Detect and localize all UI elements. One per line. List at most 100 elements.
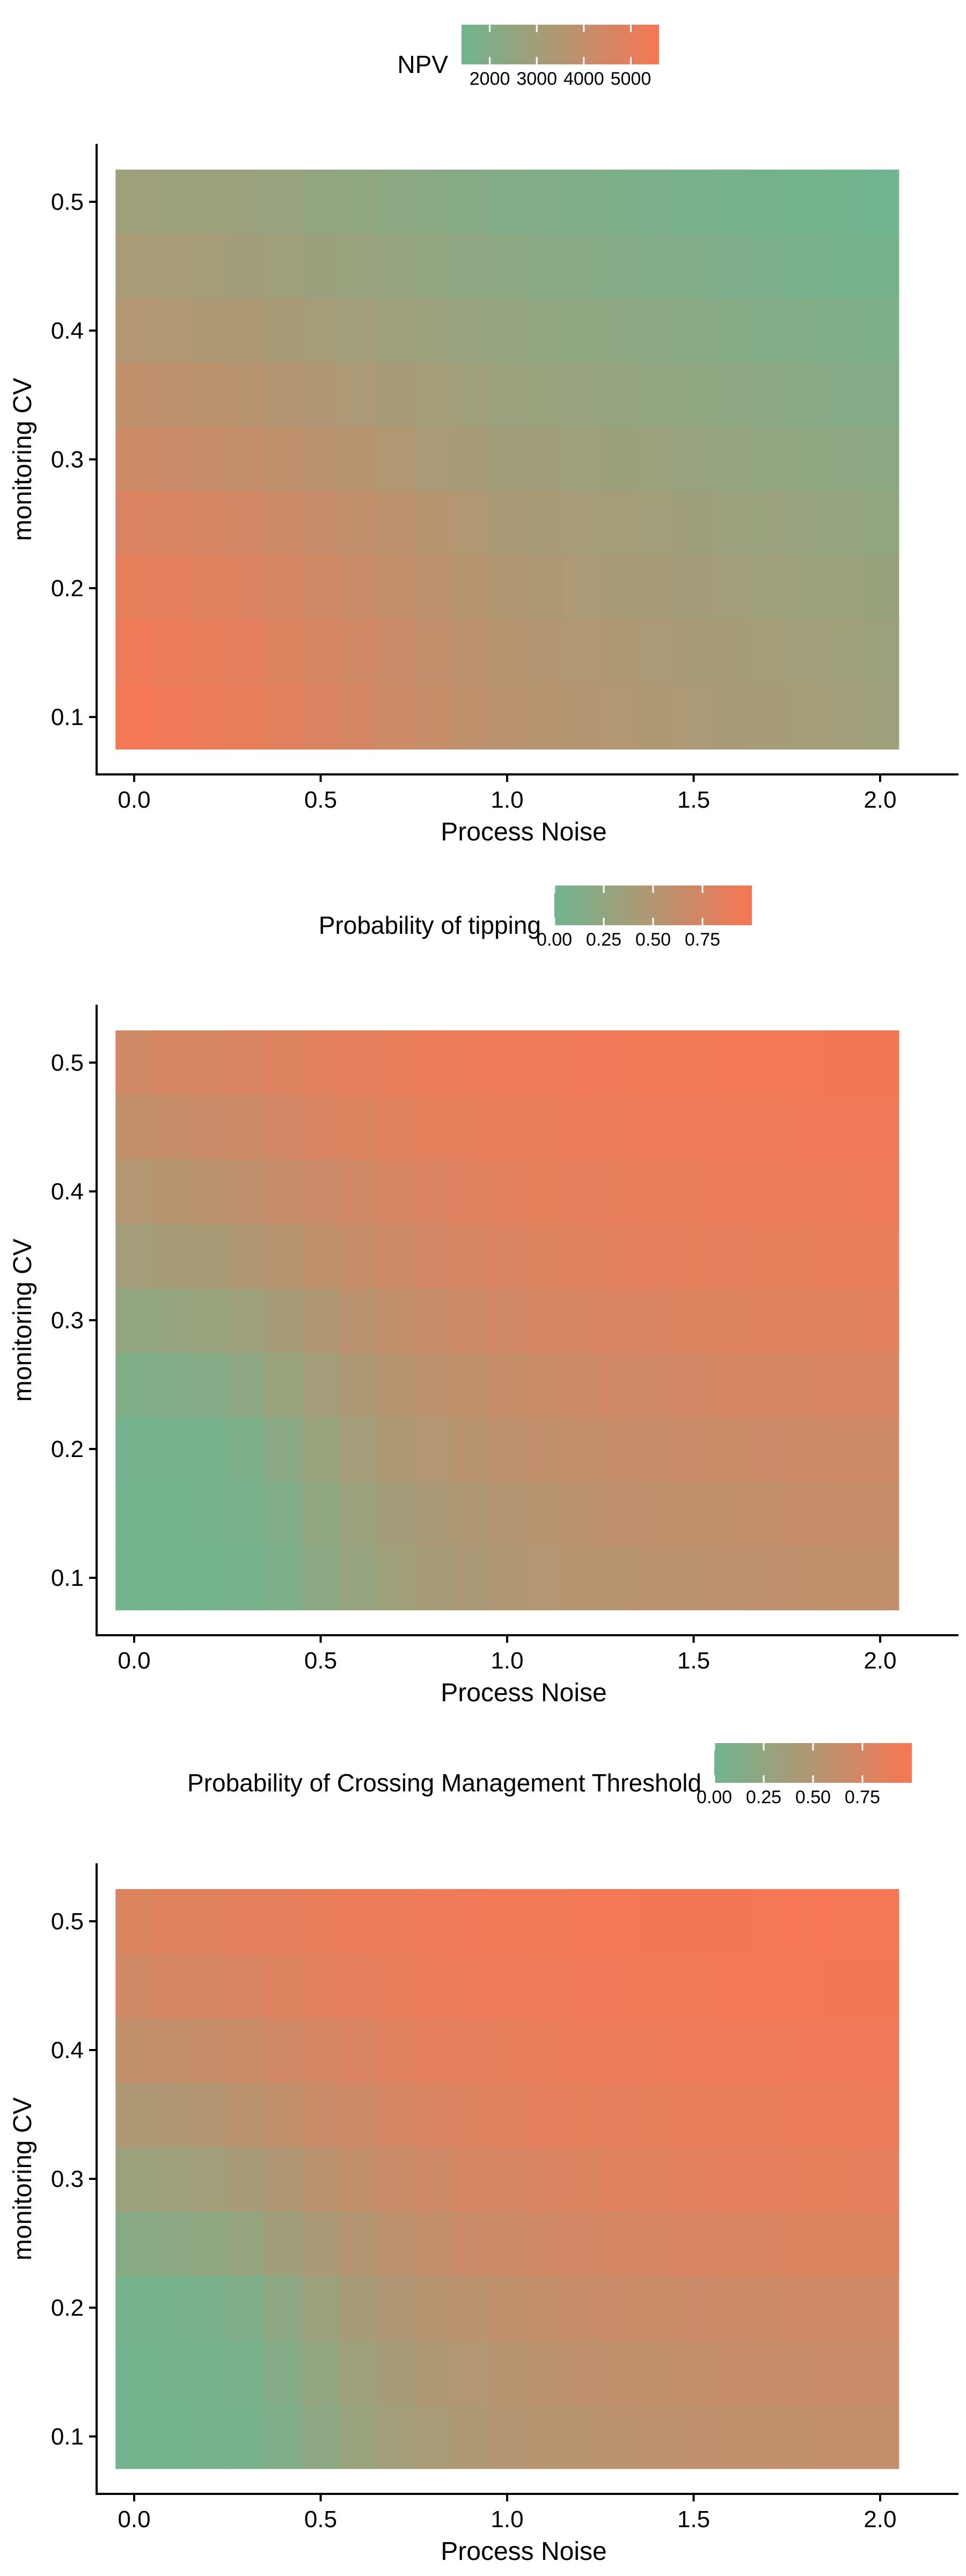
npv-cell <box>563 685 601 750</box>
tipping-cell <box>712 1224 750 1289</box>
tipping-cell <box>824 1417 862 1482</box>
npv-cell <box>376 170 414 235</box>
npv-cell <box>339 492 377 557</box>
tipping-y-tick-label: 0.3 <box>51 1307 84 1334</box>
threshold-cell <box>227 2211 265 2276</box>
tipping-cell <box>675 1288 713 1353</box>
tipping-cell <box>600 1288 638 1353</box>
threshold-cell <box>339 2082 377 2147</box>
threshold-cell <box>451 1889 489 1954</box>
npv-cell <box>675 298 713 363</box>
tipping-x-axis-title: Process Noise <box>441 1679 606 1707</box>
threshold-cell <box>414 2340 452 2405</box>
threshold-cell <box>152 2275 191 2340</box>
npv-cell <box>451 556 489 621</box>
threshold-cell <box>451 2018 489 2083</box>
threshold-cell <box>488 1953 526 2018</box>
threshold-cell <box>414 2018 452 2083</box>
threshold-cell <box>265 2340 303 2405</box>
threshold-cell <box>451 2082 489 2147</box>
tipping-cell <box>190 1288 228 1353</box>
threshold-cell <box>675 2211 713 2276</box>
npv-cell <box>488 234 526 299</box>
threshold-cell <box>675 1953 713 2018</box>
npv-cell <box>749 298 787 363</box>
tipping-cell <box>824 1224 862 1289</box>
threshold-cell <box>265 2275 303 2340</box>
npv-cell <box>600 492 638 557</box>
tipping-cell <box>675 1159 713 1224</box>
threshold-cell <box>712 2018 750 2083</box>
tipping-cell <box>675 1030 713 1095</box>
tipping-axes <box>96 1005 958 1636</box>
npv-cell <box>488 363 526 428</box>
npv-cell <box>563 556 601 621</box>
threshold-cell <box>414 2082 452 2147</box>
threshold-cell <box>638 1889 676 1954</box>
tipping-x-tick-label: 0.5 <box>304 1648 337 1674</box>
npv-cell <box>824 427 862 492</box>
threshold-cell <box>152 2082 191 2147</box>
tipping-cell <box>861 1159 899 1224</box>
threshold-cell <box>638 2340 676 2405</box>
npv-cell <box>414 234 452 299</box>
tipping-cell <box>563 1481 601 1546</box>
threshold-cell <box>824 2147 862 2212</box>
npv-cell <box>600 556 638 621</box>
npv-cell <box>227 427 265 492</box>
threshold-cell <box>115 2082 153 2147</box>
npv-cell <box>861 427 899 492</box>
npv-cell <box>190 427 228 492</box>
npv-cell <box>861 298 899 363</box>
tipping-colorbar-tick-label: 0.50 <box>635 930 671 950</box>
threshold-cell <box>190 2404 228 2469</box>
tipping-cell <box>638 1546 676 1611</box>
npv-cell <box>376 685 414 750</box>
npv-cell <box>787 170 825 235</box>
npv-cell <box>265 427 303 492</box>
npv-cell <box>749 363 787 428</box>
npv-cell <box>227 234 265 299</box>
npv-cell <box>861 170 899 235</box>
threshold-cell <box>152 2147 191 2212</box>
tipping-cell <box>339 1352 377 1417</box>
threshold-cell <box>152 1889 191 1954</box>
npv-cell <box>302 170 340 235</box>
threshold-cell <box>563 2275 601 2340</box>
npv-cell <box>376 234 414 299</box>
npv-cell <box>376 620 414 685</box>
tipping-cell <box>376 1030 414 1095</box>
threshold-x-tick-label: 0.0 <box>118 2506 150 2533</box>
npv-cell <box>675 556 713 621</box>
npv-cell <box>339 685 377 750</box>
tipping-cell <box>675 1352 713 1417</box>
tipping-cell <box>115 1159 153 1224</box>
tipping-cell <box>563 1352 601 1417</box>
npv-cell <box>302 620 340 685</box>
npv-cell <box>265 492 303 557</box>
threshold-cell <box>600 2147 638 2212</box>
threshold-y-tick-label: 0.5 <box>51 1908 84 1935</box>
tipping-cell <box>152 1159 191 1224</box>
npv-cell <box>302 298 340 363</box>
threshold-cell <box>376 2082 414 2147</box>
tipping-cell <box>414 1481 452 1546</box>
tipping-cell <box>339 1095 377 1160</box>
npv-cell <box>339 298 377 363</box>
tipping-cell <box>115 1030 153 1095</box>
threshold-cell <box>115 2147 153 2212</box>
threshold-cell <box>749 2018 787 2083</box>
threshold-probability-heatmap-panel: Probability of Crossing Management Thres… <box>9 1743 958 2566</box>
npv-cell <box>302 685 340 750</box>
npv-x-axis-ticks: 0.0 0.5 1.0 1.5 2.0 <box>118 774 897 813</box>
npv-cell <box>675 234 713 299</box>
npv-cell <box>488 298 526 363</box>
npv-cell <box>600 170 638 235</box>
npv-cell <box>190 234 228 299</box>
tipping-cell <box>451 1288 489 1353</box>
tipping-cell <box>749 1288 787 1353</box>
threshold-cell <box>227 2275 265 2340</box>
npv-cell <box>265 234 303 299</box>
threshold-cell <box>451 2404 489 2469</box>
threshold-cell <box>675 2082 713 2147</box>
